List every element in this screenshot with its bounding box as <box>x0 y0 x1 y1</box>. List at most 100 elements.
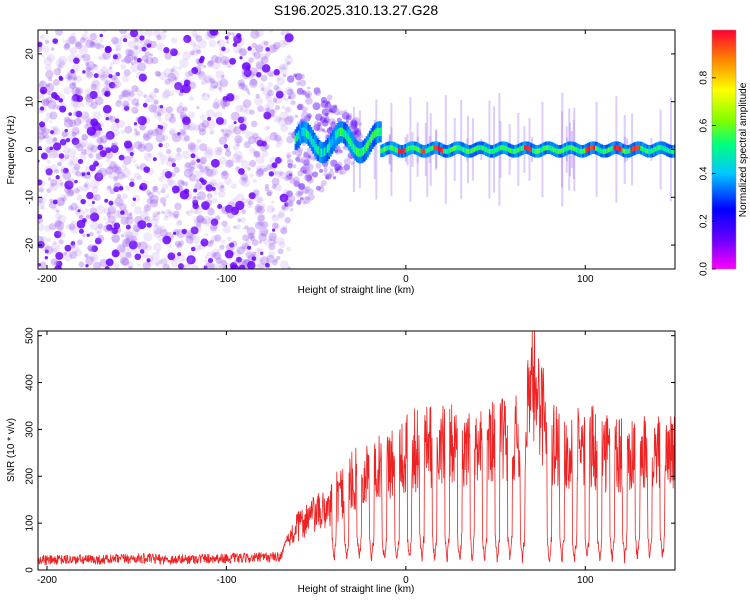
spectrogram-noise-blob <box>239 123 247 131</box>
spectrogram-noise-blob <box>64 244 72 252</box>
signal-band-core <box>573 146 578 152</box>
signal-band-core <box>394 147 398 153</box>
spectrogram-noise-blob <box>163 215 169 221</box>
signal-band-core <box>641 146 646 152</box>
spectrogram-transition-blob <box>286 88 294 96</box>
spectrogram-noise-blob <box>42 135 47 140</box>
spectrogram-noise-blob <box>204 259 209 265</box>
spectrogram-noise-blob <box>59 105 67 113</box>
spectrogram-transition-blob <box>330 107 336 113</box>
spectrogram-noise-blob <box>132 44 143 54</box>
spectrogram-noise-blob <box>261 230 268 237</box>
spectrogram-noise-blob <box>169 48 174 53</box>
spectrogram-transition-blob <box>324 117 330 124</box>
colorbar-tick-label: 0.0 <box>699 262 710 276</box>
spectrogram-noise-blob <box>207 182 214 189</box>
spectrogram-transition-blob <box>342 146 346 150</box>
spectrogram-noise-blob <box>212 101 220 109</box>
signal-band-core <box>569 145 573 151</box>
spectrogram-noise-blob <box>49 198 54 203</box>
spectrogram-noise-blob <box>70 225 80 234</box>
spectrogram-noise-blob <box>199 158 206 165</box>
spectrogram-noise-blob <box>136 90 144 97</box>
spectrogram-transition-blob <box>305 196 310 201</box>
spectrogram-noise-blob <box>159 154 168 162</box>
spectrogram-noise-blob <box>44 64 52 72</box>
spectrogram-noise-blob <box>185 70 193 78</box>
spectrogram-noise-blob <box>179 128 186 135</box>
spectrogram-noise-blob <box>66 36 76 46</box>
spectrogram-noise-blob <box>174 202 182 211</box>
spectrogram-transition-blob <box>297 103 304 111</box>
signal-band-core <box>317 146 321 155</box>
spectrogram-noise-blob <box>90 145 98 153</box>
signal-band-core <box>509 148 513 154</box>
spectrogram-noise-blob <box>275 90 284 99</box>
signal-band-core <box>533 148 537 154</box>
spectrogram-noise-blob <box>170 157 176 164</box>
spectrogram-noise-blob <box>256 247 260 252</box>
spectrogram-noise-blob <box>38 196 47 204</box>
spectrogram-noise-blob <box>51 92 58 99</box>
signal-band-core <box>607 147 612 153</box>
spectrogram-noise-blob <box>222 99 231 108</box>
signal-band-core <box>339 127 344 137</box>
spectrogram-noise-blob <box>96 173 103 179</box>
signal-band-core <box>606 148 610 154</box>
spectrogram-noise-blob <box>78 261 85 268</box>
spectrogram-noise-blob <box>242 234 249 242</box>
spectrogram-noise-blob <box>70 69 75 74</box>
spectrogram-noise-blob <box>183 162 192 172</box>
spectrogram-noise-blob <box>116 227 122 233</box>
spectrogram-noise-blob <box>270 108 275 113</box>
spectrogram-noise-blob <box>210 131 214 135</box>
spectrogram-noise-blob <box>217 204 223 210</box>
spectrogram-noise-blob <box>188 95 194 102</box>
signal-band-core <box>670 148 675 154</box>
signal-band-core <box>590 145 594 151</box>
spectrogram-noise-blob <box>248 136 256 145</box>
spectrogram-noise-blob <box>54 168 59 174</box>
spectrogram-noise-blob <box>242 177 249 184</box>
spectrogram-noise-blob <box>87 245 93 251</box>
spectrogram-noise-blob <box>135 130 141 136</box>
signal-band-core <box>338 128 342 137</box>
spectrogram-noise-blob <box>192 199 197 204</box>
spectrogram-noise-blob <box>154 259 161 266</box>
spectrogram-noise-blob <box>237 116 245 124</box>
y-tick-label: 0 <box>25 146 36 152</box>
spectrogram-transition-blob <box>303 196 311 205</box>
spectrogram-transition-blob <box>288 195 296 203</box>
spectrogram-noise-blob <box>64 193 69 198</box>
spectrogram-noise-blob <box>104 92 109 97</box>
spectrogram-noise-blob <box>200 217 207 225</box>
spectrogram-noise-blob <box>268 44 277 54</box>
spectrogram-noise-blob <box>227 64 231 68</box>
spectrogram-noise-blob <box>161 91 170 100</box>
spectrogram-noise-blob <box>237 79 245 87</box>
spectrogram-noise-blob <box>151 128 159 137</box>
spectrogram-noise-blob <box>76 239 83 246</box>
spectrogram-noise-blob <box>191 49 199 57</box>
spectrogram-transition-blob <box>300 111 309 120</box>
spectrogram-noise-blob <box>259 220 265 226</box>
spectrogram-noise-blob <box>67 205 73 211</box>
spectrogram-noise-blob <box>97 175 102 179</box>
spectrogram-noise-blob <box>282 202 290 211</box>
spectrogram-noise-blob <box>38 93 45 101</box>
signal-band-core <box>523 145 528 151</box>
spectrogram-noise-blob <box>210 167 219 176</box>
spectrogram-noise-blob <box>157 31 167 41</box>
signal-band-core <box>446 148 450 154</box>
spectrogram-noise-blob <box>63 43 70 51</box>
spectrogram-noise-blob <box>61 130 69 138</box>
spectrogram-noise-blob <box>54 212 62 221</box>
spectrogram-noise-blob <box>252 51 258 57</box>
spectrogram-noise-blob <box>213 85 218 89</box>
y-tick-label: -20 <box>25 237 36 252</box>
spectrogram-transition-blob <box>296 87 304 95</box>
spectrogram-noise-blob <box>209 30 219 36</box>
spectrogram-noise-blob <box>260 56 269 65</box>
spectrogram-noise-blob <box>146 205 150 209</box>
spectrogram-noise-blob <box>90 179 100 189</box>
